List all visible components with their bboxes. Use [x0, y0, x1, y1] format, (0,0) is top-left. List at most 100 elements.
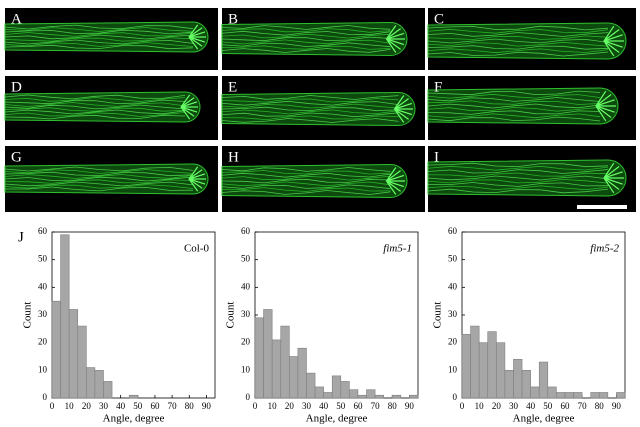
pollen-tube	[4, 21, 209, 53]
x-tick-label: 80	[388, 401, 398, 411]
tip-filament	[188, 166, 199, 180]
x-tick-label: 30	[302, 401, 312, 411]
filament	[427, 113, 601, 119]
filament	[221, 25, 391, 30]
x-tick-label: 50	[133, 401, 143, 411]
filament	[427, 32, 609, 37]
filament	[4, 109, 186, 115]
filament	[4, 24, 194, 30]
y-tick-label: 50	[38, 254, 48, 264]
x-tick-label: 90	[202, 401, 212, 411]
tip-filament	[595, 105, 607, 122]
filament	[221, 30, 391, 36]
bar	[461, 334, 471, 399]
bar	[68, 309, 79, 399]
filament	[4, 37, 194, 42]
tip-filament	[603, 166, 620, 179]
panel-label: E	[228, 79, 237, 95]
filament	[427, 172, 609, 178]
bar	[86, 367, 96, 399]
filament	[427, 106, 601, 112]
tip-filament	[595, 105, 612, 118]
filament	[221, 42, 391, 48]
tip-filament	[188, 24, 199, 38]
tip-filament	[188, 31, 206, 38]
x-tick-label: 70	[578, 401, 588, 411]
bar	[349, 389, 359, 399]
bar	[314, 386, 324, 399]
bar	[51, 300, 61, 399]
filament	[221, 45, 391, 50]
tip-filament	[386, 38, 401, 50]
filament	[427, 93, 601, 99]
panel-label: C	[434, 11, 444, 27]
filament	[221, 95, 399, 100]
x-tick-label: 10	[268, 401, 278, 411]
y-tick-label: 30	[448, 309, 458, 319]
y-axis-label: Count	[225, 302, 237, 329]
scale-bar	[577, 205, 627, 209]
filament	[4, 174, 194, 179]
x-tick-label: 60	[353, 401, 363, 411]
filament	[4, 94, 186, 100]
y-tick-label: 10	[38, 364, 48, 374]
filament	[4, 169, 194, 174]
filament	[427, 90, 601, 96]
bar	[77, 325, 87, 399]
y-tick-label: 0	[246, 392, 251, 402]
filament	[221, 187, 391, 192]
filament	[221, 115, 399, 121]
tip-filament	[394, 108, 413, 116]
tip-filament	[386, 25, 397, 40]
pollen-tube	[4, 163, 209, 195]
bar	[590, 392, 600, 399]
bar	[271, 339, 282, 399]
tip-filament	[188, 178, 203, 189]
filament	[4, 114, 186, 120]
bar	[573, 392, 583, 399]
tip-filament	[386, 28, 401, 40]
filament	[427, 188, 609, 194]
panel-label: F	[434, 79, 442, 95]
tip-filament	[386, 180, 401, 192]
filament	[427, 162, 609, 168]
filament	[4, 44, 194, 50]
tip-filament	[603, 171, 623, 179]
x-tick-label: 10	[475, 401, 485, 411]
filament	[221, 175, 391, 181]
filament	[4, 27, 194, 32]
bar	[513, 358, 523, 399]
x-tick-label: 80	[595, 401, 605, 411]
filament	[221, 103, 399, 109]
tip-filament	[386, 38, 397, 53]
y-tick-label: 20	[241, 337, 251, 347]
tip-filament	[603, 34, 623, 42]
tip-filament	[603, 29, 620, 42]
y-axis-label: Count	[432, 302, 444, 329]
filament	[427, 110, 601, 115]
bar	[254, 317, 264, 399]
bar	[94, 370, 104, 399]
filament	[221, 39, 391, 45]
bar	[538, 361, 549, 399]
bar	[521, 370, 531, 399]
filament	[4, 184, 194, 189]
y-tick-label: 30	[38, 309, 48, 319]
filament	[4, 176, 194, 182]
x-tick-label: 20	[285, 401, 295, 411]
filament	[427, 116, 601, 122]
chart-title: fim5-2	[590, 243, 619, 255]
filament	[427, 178, 609, 184]
x-tick-label: 10	[65, 401, 75, 411]
filament	[4, 104, 186, 110]
filament	[4, 29, 194, 35]
tip-filament	[188, 178, 206, 185]
filament	[427, 97, 601, 102]
panel-label: J	[18, 229, 24, 245]
filament	[4, 171, 194, 177]
filament	[221, 118, 399, 123]
bar	[323, 392, 333, 399]
filament	[221, 100, 399, 106]
panel-label: D	[11, 79, 22, 95]
